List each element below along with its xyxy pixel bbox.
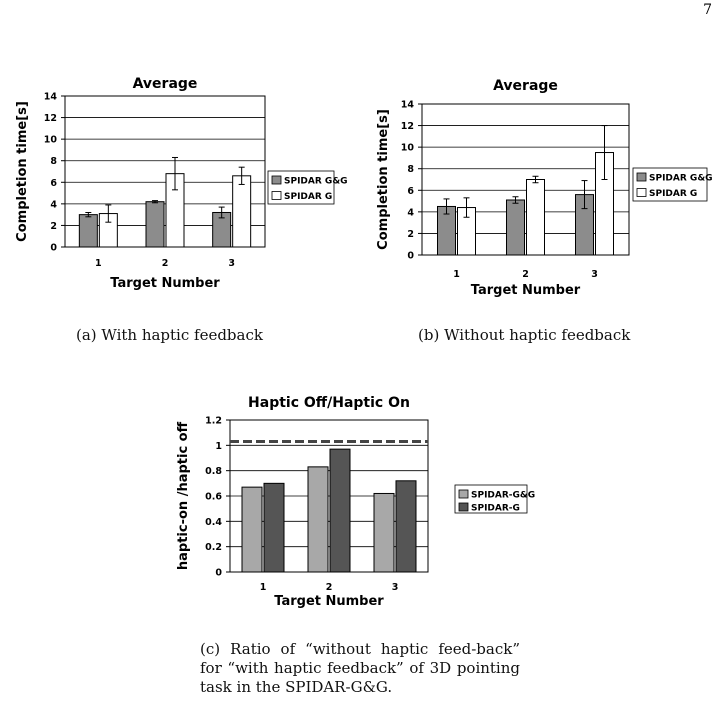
y-axis-label: haptic-on /haptic off	[176, 421, 191, 570]
bar	[307, 466, 329, 573]
x-axis-label: Target Number	[274, 594, 384, 609]
x-tick-label: 2	[522, 269, 529, 280]
legend-swatch	[458, 489, 469, 499]
bar	[241, 486, 263, 573]
y-tick-label: 2	[407, 229, 414, 240]
caption-c: (c) Ratio of “without haptic feed-back” …	[200, 640, 520, 696]
page-number: 7	[703, 2, 712, 18]
x-axis-label: Target Number	[471, 283, 581, 298]
y-tick-label: 6	[407, 186, 414, 197]
legend-label: SPIDAR-G	[471, 504, 520, 514]
bar	[263, 482, 285, 573]
y-tick-label: 14	[401, 100, 415, 111]
x-tick-label: 1	[260, 582, 267, 593]
legend-label: SPIDAR G	[284, 192, 332, 202]
x-tick-label: 1	[95, 258, 102, 269]
legend-swatch	[458, 502, 469, 512]
bar	[373, 492, 395, 573]
x-tick-label: 3	[392, 582, 399, 593]
legend-swatch	[271, 191, 282, 200]
y-tick-label: 12	[44, 113, 57, 124]
y-axis-label: Completion time[s]	[376, 109, 391, 250]
chart-title: Average	[133, 76, 198, 92]
x-tick-label: 3	[591, 269, 598, 280]
bar	[395, 480, 417, 573]
y-tick-label: 1	[215, 441, 222, 452]
y-tick-label: 2	[50, 221, 57, 232]
y-tick-label: 0	[50, 243, 57, 254]
y-tick-label: 8	[407, 164, 414, 175]
x-tick-label: 1	[453, 269, 460, 280]
y-tick-label: 12	[401, 121, 414, 132]
y-tick-label: 10	[401, 143, 415, 154]
y-tick-label: 4	[407, 207, 414, 218]
chart-title: Average	[493, 78, 558, 94]
bar	[329, 448, 351, 573]
chart-title: Haptic Off/Haptic On	[248, 395, 410, 411]
y-tick-label: 6	[50, 178, 57, 189]
legend-label: SPIDAR-G&G	[471, 491, 535, 501]
legend-label: SPIDAR G&G	[649, 174, 713, 184]
x-axis-label: Target Number	[110, 276, 220, 291]
caption-a: (a) With haptic feedback	[76, 326, 263, 344]
y-tick-label: 10	[44, 135, 58, 146]
y-tick-label: 1.2	[205, 416, 222, 427]
bar	[506, 199, 525, 256]
y-tick-label: 0	[215, 568, 222, 579]
plot-area	[421, 103, 630, 256]
plot-area	[64, 95, 266, 248]
x-tick-label: 3	[228, 258, 235, 269]
bar	[145, 201, 165, 248]
y-tick-label: 8	[50, 156, 57, 167]
legend-label: SPIDAR G&G	[284, 177, 348, 187]
y-tick-label: 14	[44, 92, 58, 103]
y-tick-label: 0.8	[205, 466, 222, 477]
y-tick-label: 0.2	[205, 542, 222, 553]
y-tick-label: 4	[50, 199, 57, 210]
caption-b: (b) Without haptic feedback	[418, 326, 631, 344]
bar	[232, 175, 252, 248]
x-tick-label: 2	[326, 582, 333, 593]
y-tick-label: 0	[407, 251, 414, 262]
bar	[526, 179, 545, 256]
x-tick-label: 2	[162, 258, 169, 269]
y-axis-label: Completion time[s]	[15, 101, 30, 242]
legend-swatch	[636, 188, 647, 197]
bar	[78, 214, 98, 248]
y-tick-label: 0.4	[205, 517, 222, 528]
legend-swatch	[271, 175, 282, 185]
legend-swatch	[636, 172, 647, 182]
chart-c: 0 0.2 0.4 0.6 0.8 1 1.2 1 2 3 Haptic Off/Haptic On…	[176, 395, 535, 609]
legend-label: SPIDAR G	[649, 189, 697, 199]
y-tick-label: 0.6	[205, 492, 222, 503]
